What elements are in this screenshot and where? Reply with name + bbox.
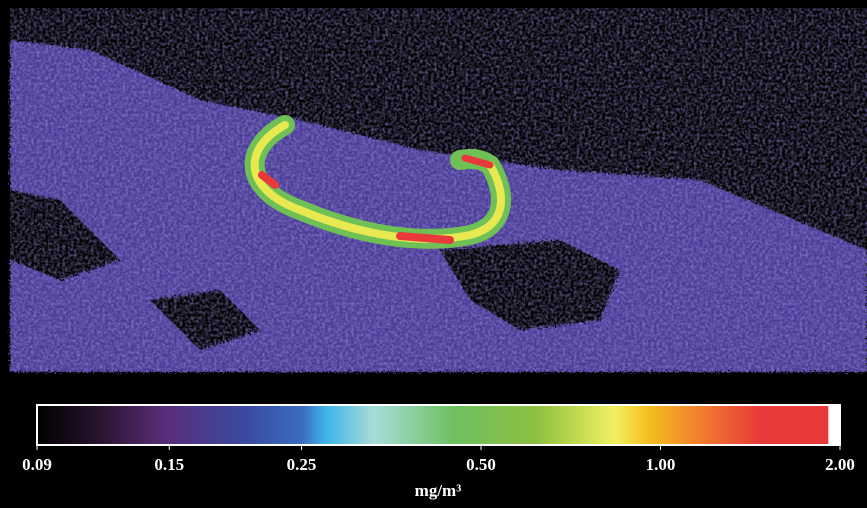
colorbar	[37, 405, 840, 445]
tick-label: 0.25	[287, 455, 317, 474]
noise-texture	[10, 8, 867, 372]
colorbar-label: mg/m³	[415, 481, 462, 500]
tick-label: 1.00	[646, 455, 676, 474]
page: 0.090.150.250.501.002.00 mg/m³ (() => { …	[0, 0, 867, 508]
satellite-image	[10, 8, 867, 372]
tick-label: 0.15	[154, 455, 184, 474]
tick-label: 2.00	[825, 455, 855, 474]
tick-label: 0.50	[466, 455, 496, 474]
colorbar-ticks: 0.09 0.15 0.25 0.50 1.00 2.00	[22, 445, 855, 474]
tick-label: 0.09	[22, 455, 52, 474]
figure: 0.09 0.15 0.25 0.50 1.00 2.00 mg/m³	[0, 0, 867, 508]
